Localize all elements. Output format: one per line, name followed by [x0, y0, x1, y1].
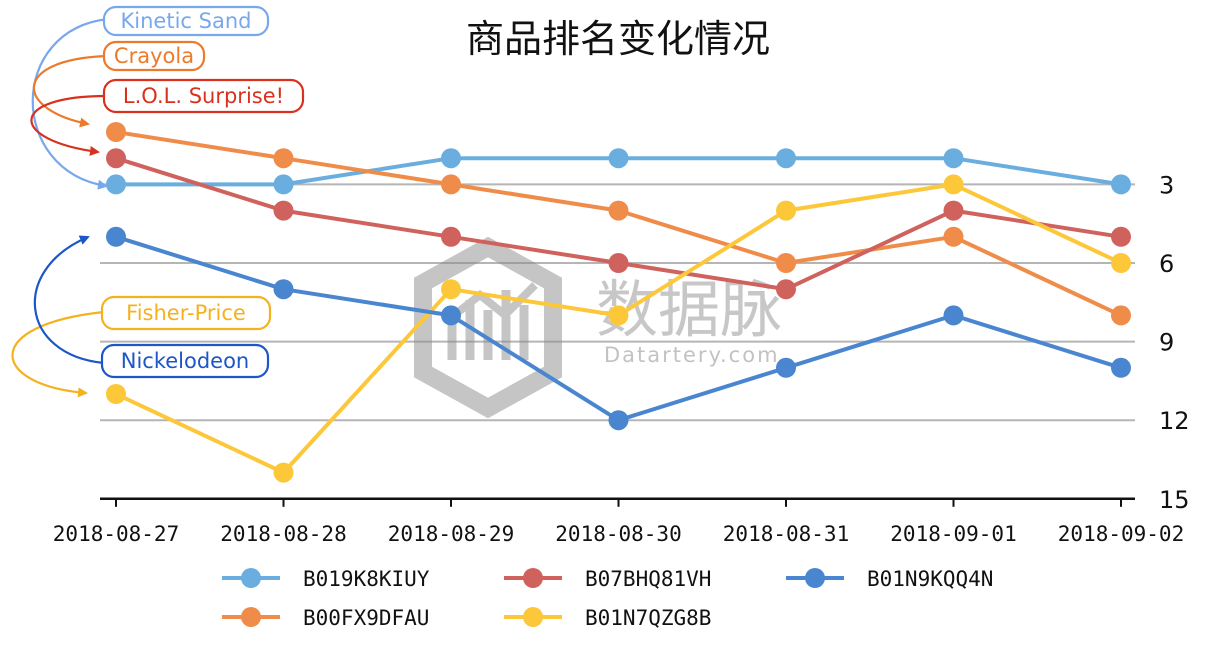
data-point[interactable] — [1111, 174, 1131, 195]
callout-arrow — [11, 310, 105, 398]
data-point[interactable] — [1111, 226, 1131, 247]
callout-arrow — [31, 17, 109, 190]
x-tick-label: 2018-09-01 — [890, 522, 1016, 546]
series-B01N9KQQ4N — [106, 226, 1131, 431]
data-point[interactable] — [273, 279, 294, 300]
data-point[interactable] — [273, 148, 294, 169]
data-point[interactable] — [943, 174, 964, 195]
y-tick-label: 9 — [1159, 329, 1174, 357]
legend-label: B01N9KQQ4N — [867, 567, 993, 591]
series-B07BHQ81VH — [106, 148, 1131, 300]
callout-box — [102, 5, 270, 37]
x-tick-label: 2018-08-28 — [220, 522, 346, 546]
callout-kinetic-sand: Kinetic Sand — [31, 5, 270, 190]
data-point[interactable] — [441, 174, 461, 195]
data-point[interactable] — [943, 226, 964, 247]
legend-swatch-marker — [241, 568, 261, 588]
data-point[interactable] — [106, 384, 126, 404]
data-point[interactable] — [943, 200, 964, 221]
series-B00FX9DFAU — [106, 122, 1131, 326]
data-point[interactable] — [608, 253, 629, 273]
data-point[interactable] — [106, 226, 126, 247]
legend-swatch-marker — [523, 568, 543, 588]
data-point[interactable] — [1111, 357, 1131, 378]
legend-item-B01N9KQQ4N[interactable]: B01N9KQQ4N — [786, 567, 993, 591]
callout-box — [102, 40, 206, 72]
watermark-sub-text: Datartery.com — [604, 343, 780, 367]
x-tick-label: 2018-08-31 — [723, 522, 849, 546]
data-point[interactable] — [776, 200, 796, 221]
data-point[interactable] — [608, 305, 629, 326]
x-tick-label: 2018-08-29 — [388, 522, 514, 546]
data-point[interactable] — [441, 305, 461, 326]
data-point[interactable] — [608, 410, 629, 431]
legend-swatch-marker — [523, 607, 543, 627]
legend-label: B07BHQ81VH — [585, 567, 711, 591]
legend-item-B01N7QZG8B[interactable]: B01N7QZG8B — [504, 606, 711, 630]
data-point[interactable] — [608, 200, 629, 221]
callout-box — [100, 295, 272, 331]
series-lines — [106, 122, 1131, 483]
data-point[interactable] — [273, 174, 294, 195]
data-point[interactable] — [1111, 253, 1131, 273]
legend-label: B00FX9DFAU — [303, 606, 429, 630]
callout-box — [102, 78, 305, 114]
callout-label: Kinetic Sand — [121, 9, 252, 33]
data-point[interactable] — [106, 174, 126, 195]
legend-swatch-marker — [805, 568, 825, 588]
callout-label: Crayola — [114, 44, 194, 68]
data-point[interactable] — [441, 226, 461, 247]
callout-nickelodeon: Nickelodeon — [33, 235, 270, 379]
data-point[interactable] — [776, 148, 796, 169]
legend-item-B07BHQ81VH[interactable]: B07BHQ81VH — [504, 567, 711, 591]
data-point[interactable] — [608, 148, 629, 169]
legend-swatch-marker — [241, 607, 261, 627]
callout-label: Fisher-Price — [126, 301, 246, 325]
legend[interactable]: B019K8KIUY B07BHQ81VH B01N9KQQ4N B00FX9DFAU… — [222, 567, 993, 630]
legend-item-B00FX9DFAU[interactable]: B00FX9DFAU — [222, 606, 429, 630]
legend-label: B01N7QZG8B — [585, 606, 711, 630]
data-point[interactable] — [776, 253, 796, 273]
callout-box — [100, 343, 270, 379]
x-tick-label: 2018-08-27 — [53, 522, 179, 546]
watermark-logo-icon — [414, 236, 562, 419]
data-point[interactable] — [106, 122, 126, 142]
callout-label: Nickelodeon — [121, 349, 250, 373]
data-point[interactable] — [776, 357, 796, 378]
callout-crayola: Crayola — [32, 40, 206, 128]
callout-fisher-price: Fisher-Price — [11, 295, 272, 398]
y-tick-label: 12 — [1159, 407, 1190, 435]
data-point[interactable] — [776, 279, 796, 300]
data-point[interactable] — [441, 148, 461, 169]
y-tick-label: 3 — [1159, 171, 1174, 199]
callout-l-o-l-surprise-: L.O.L. Surprise! — [30, 78, 305, 156]
series-B019K8KIUY — [106, 148, 1131, 195]
callout-arrow — [32, 54, 107, 128]
data-point[interactable] — [273, 462, 294, 483]
callout-label: L.O.L. Surprise! — [123, 84, 284, 108]
data-point[interactable] — [943, 305, 964, 326]
data-point[interactable] — [273, 200, 294, 221]
data-point[interactable] — [106, 148, 126, 169]
callouts: Kinetic Sand Crayola L.O.L. Surprise! Fishe… — [11, 5, 305, 398]
data-point[interactable] — [1111, 305, 1131, 326]
y-tick-label: 15 — [1159, 486, 1190, 514]
y-tick-label: 6 — [1159, 250, 1174, 278]
callout-arrow — [33, 235, 105, 365]
x-tick-label: 2018-08-30 — [555, 522, 681, 546]
chart-title: 商品排名变化情况 — [466, 17, 770, 61]
series-B01N7QZG8B — [106, 174, 1131, 483]
callout-arrow — [30, 94, 107, 156]
axes: 3 6 9 12 15 2018-08-27 2018-08-28 2018-08-29 201… — [53, 171, 1190, 546]
data-point[interactable] — [943, 148, 964, 169]
data-point[interactable] — [441, 279, 461, 300]
x-tick-label: 2018-09-02 — [1058, 522, 1184, 546]
legend-item-B019K8KIUY[interactable]: B019K8KIUY — [222, 567, 430, 591]
legend-label: B019K8KIUY — [303, 567, 430, 591]
